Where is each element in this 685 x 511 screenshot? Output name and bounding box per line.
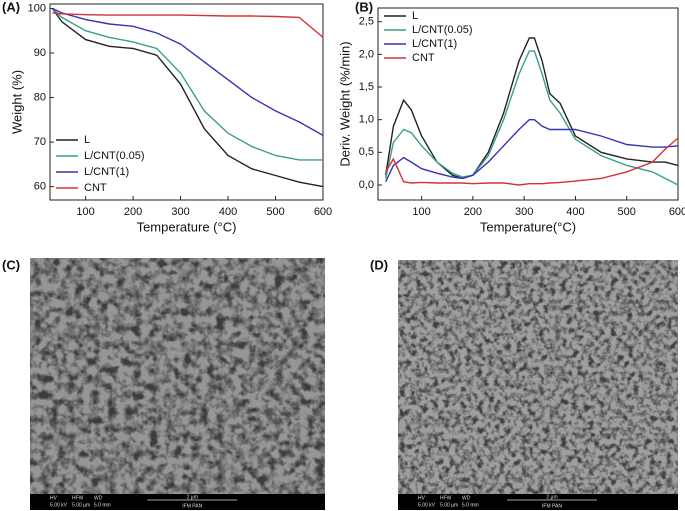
y-tick-label: 2,0 (359, 48, 374, 60)
sem-info: 5.00 µm (440, 502, 458, 508)
sem-image-c (30, 258, 325, 510)
panel-label: (D) (370, 257, 388, 272)
sem-info: HV (418, 495, 426, 501)
legend-label: L/CNT(0.05) (84, 150, 145, 162)
y-tick-label: 2,5 (359, 16, 374, 28)
data-line (385, 50, 679, 186)
y-tick-label: 100 (28, 2, 46, 14)
y-tick-label: 60 (34, 181, 46, 193)
lab-label: IFM PAN (182, 503, 202, 509)
legend-label: CNT (412, 52, 435, 64)
legend-label: L (412, 10, 418, 22)
y-tick-label: 90 (34, 47, 46, 59)
x-tick-label: 100 (76, 206, 94, 218)
sem-info: WD (462, 495, 471, 501)
y-tick-label: 1,0 (359, 114, 374, 126)
sem-image-d (398, 260, 678, 510)
sem-info: HV (50, 495, 58, 501)
y-tick-label: 1,5 (359, 81, 374, 93)
sem-info: 5.00 kV (418, 502, 436, 508)
data-line (51, 7, 323, 161)
x-tick-label: 400 (566, 206, 584, 218)
y-axis-label: Weight (%) (9, 70, 24, 134)
legend-label: L/CNT(1) (84, 166, 129, 178)
panel-label: (B) (355, 0, 373, 14)
data-line (52, 12, 324, 38)
sem-info: WD (94, 495, 103, 501)
y-tick-label: 80 (34, 91, 46, 103)
x-tick-label: 300 (171, 206, 189, 218)
sem-info: HFW (72, 495, 84, 501)
x-axis-label: Temperature(°C) (480, 219, 576, 234)
x-tick-label: 600 (314, 206, 332, 218)
legend-label: L/CNT(0.05) (412, 24, 473, 36)
x-tick-label: 300 (515, 206, 533, 218)
x-tick-label: 100 (412, 206, 430, 218)
plot-frame (377, 7, 679, 201)
x-tick-label: 400 (219, 206, 237, 218)
plot-frame (49, 3, 324, 201)
sem-info: 5.00 kV (50, 502, 68, 508)
data-line (385, 37, 679, 180)
legend-label: L/CNT(1) (412, 38, 457, 50)
scale-label: 2 µm (187, 494, 198, 500)
panel-label: (A) (2, 0, 20, 14)
sem-info: 5.00 µm (72, 502, 90, 508)
x-tick-label: 500 (618, 206, 636, 218)
y-tick-label: 70 (34, 136, 46, 148)
data-line (51, 8, 324, 188)
x-tick-label: 500 (266, 206, 284, 218)
sem-info: 5.0 mm (94, 502, 111, 508)
legend-label: CNT (84, 182, 107, 194)
x-tick-label: 200 (464, 206, 482, 218)
x-tick-label: 200 (124, 206, 142, 218)
y-tick-label: 0,5 (359, 146, 374, 158)
y-axis-label: Deriv. Weight (%/min) (337, 41, 352, 166)
legend-label: L (84, 134, 90, 146)
x-axis-label: Temperature (°C) (137, 219, 237, 234)
data-line (52, 7, 324, 137)
lab-label: IFM PAN (542, 503, 562, 509)
scale-label: 2 µm (546, 494, 557, 500)
panel-label: (C) (2, 257, 20, 272)
sem-info: 5.0 mm (462, 502, 479, 508)
data-line (385, 137, 679, 186)
x-tick-label: 600 (669, 206, 685, 218)
y-tick-label: 0,0 (359, 179, 374, 191)
data-line (385, 119, 679, 182)
sem-info: HFW (440, 495, 452, 501)
